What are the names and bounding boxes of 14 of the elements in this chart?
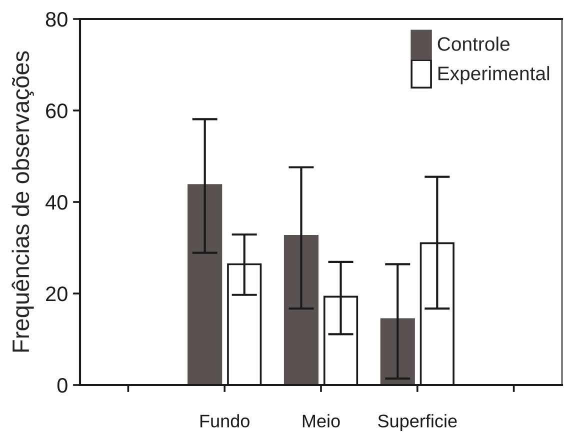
y-tick-label: 40 bbox=[46, 195, 68, 210]
y-tick-label: 80 bbox=[46, 12, 68, 27]
bar bbox=[188, 184, 222, 385]
bar bbox=[380, 318, 415, 385]
legend-label: Controle bbox=[438, 36, 510, 51]
y-tick-label: 20 bbox=[46, 286, 68, 302]
x-tick-label: Meio bbox=[302, 414, 340, 428]
bar bbox=[284, 234, 319, 385]
x-tick-label: Superficie bbox=[378, 414, 457, 431]
y-tick-label: 60 bbox=[46, 104, 68, 118]
legend-label: Experimental bbox=[438, 66, 550, 84]
x-tick-label: Fundo bbox=[200, 414, 250, 428]
y-axis-title: Frequências de observações bbox=[12, 51, 34, 352]
y-tick-label: 0 bbox=[57, 378, 68, 393]
